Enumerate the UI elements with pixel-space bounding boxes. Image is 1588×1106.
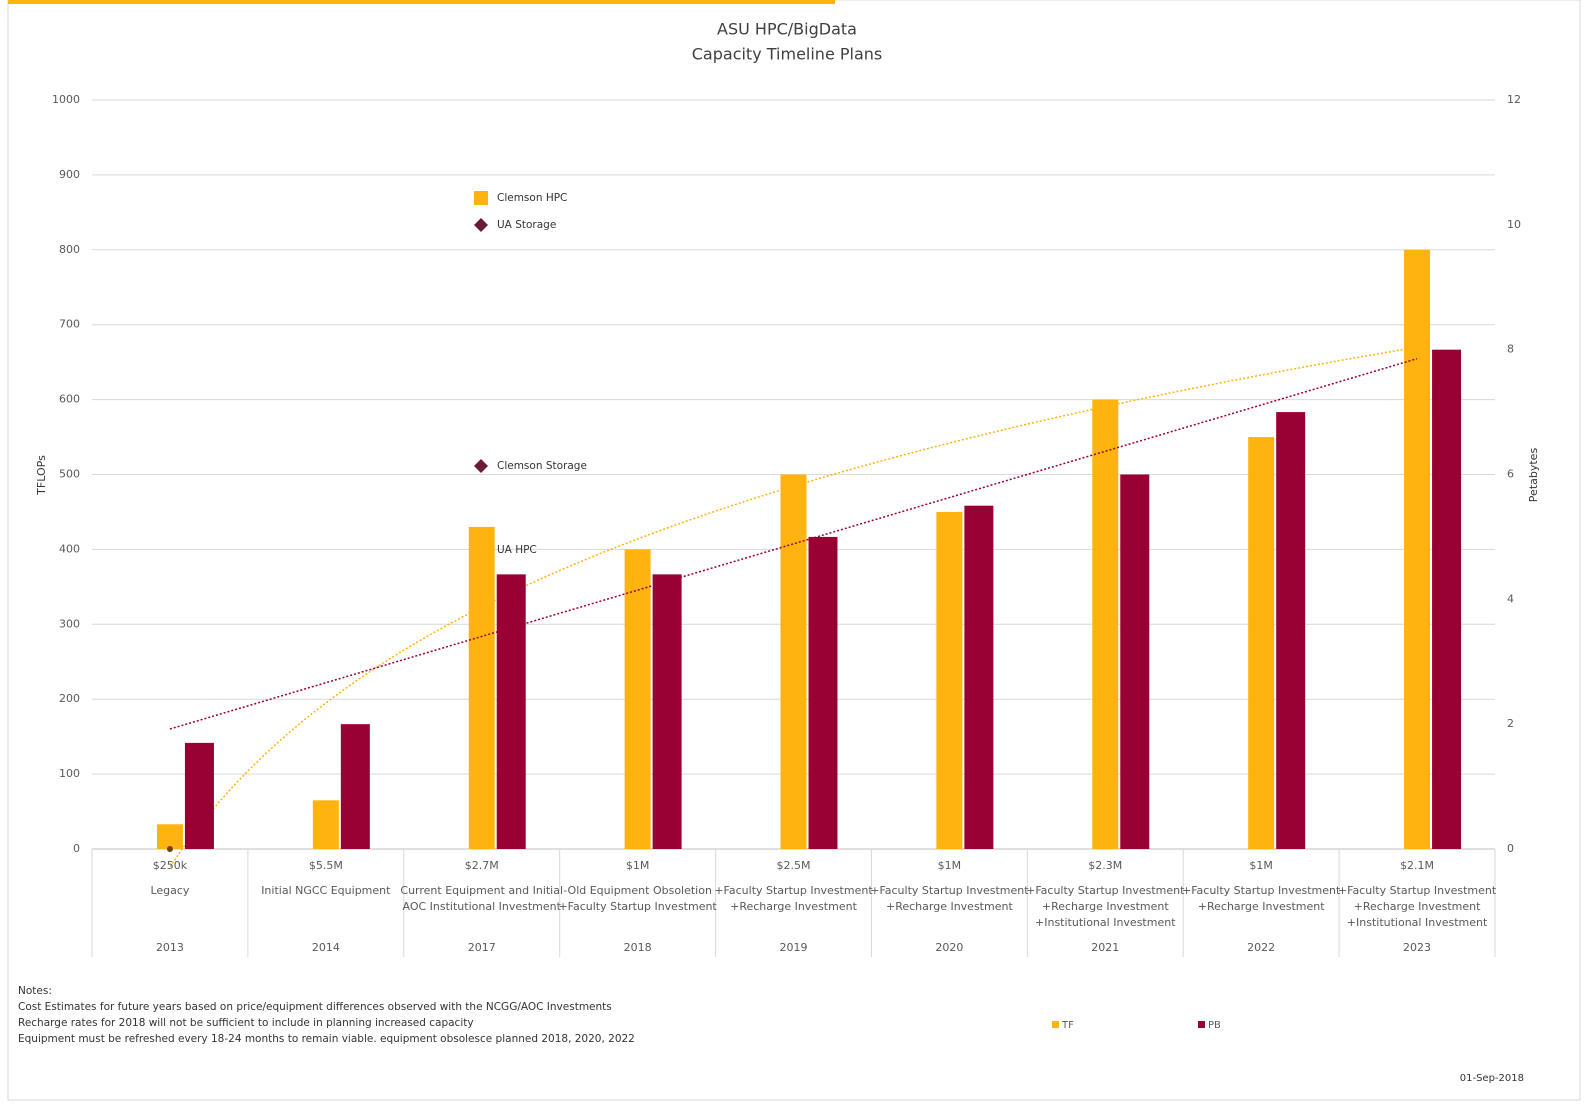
bar [468,526,495,849]
description-label: AOC Institutional Investment [403,900,562,913]
bar [1248,437,1275,849]
description-label: +Recharge Investment [1042,900,1169,913]
description-label: +Faculty Startup Investment [870,884,1029,897]
y2-tick-label: 4 [1507,592,1514,605]
bar [1432,349,1462,849]
cost-label: $2.5M [777,859,811,872]
x-tick-label: 2022 [1247,941,1275,954]
note: Notes: [18,985,52,997]
bar [496,574,526,849]
bar [652,574,682,849]
annotation-marker [474,459,488,473]
annotation: UA HPC [497,544,537,556]
description-label: +Recharge Investment [730,900,857,913]
annotation: Clemson Storage [497,460,587,472]
legend-label: TF [1061,1020,1074,1031]
description-label: +Institutional Investment [1035,916,1176,929]
bar [1276,412,1306,849]
y2-tick-label: 6 [1507,468,1514,481]
legacy-dot [166,846,173,852]
y-tick-label: 200 [59,692,80,705]
annotation: UA Storage [497,219,556,231]
bar [156,824,183,849]
y2-tick-label: 2 [1507,717,1514,730]
trendline [169,346,1418,868]
cost-label: $2.3M [1088,859,1122,872]
date: 01-Sep-2018 [1460,1073,1524,1084]
bar [340,724,370,849]
bar [780,474,807,849]
description-label: +Faculty Startup Investment [1026,884,1185,897]
description-label: +Institutional Investment [1347,916,1488,929]
y2-tick-label: 12 [1507,93,1521,106]
y-tick-label: 1000 [52,93,80,106]
description-label: +Faculty Startup Investment [558,900,717,913]
x-tick-label: 2020 [935,941,963,954]
bar [964,505,994,849]
x-tick-label: 2014 [312,941,340,954]
bar [312,800,339,849]
note: Cost Estimates for future years based on… [18,1001,612,1013]
bar [1120,474,1150,849]
description-label: +Faculty Startup Investment [1338,884,1497,897]
cost-label: $5.5M [309,859,343,872]
y-tick-label: 500 [59,468,80,481]
cost-label: $1M [938,859,962,872]
y2-axis-label: Petabytes [1527,448,1540,503]
y2-tick-label: 10 [1507,218,1521,231]
description-label: +Recharge Investment [1198,900,1325,913]
x-tick-label: 2018 [624,941,652,954]
note: Equipment must be refreshed every 18-24 … [18,1033,635,1045]
y-axis-label: TFLOPs [35,455,48,496]
description-label: Current Equipment and Initial [400,884,563,897]
y-tick-label: 0 [73,842,80,855]
y-tick-label: 100 [59,767,80,780]
legend-label: PB [1208,1020,1221,1031]
bar [184,742,214,849]
legend-swatch [1052,1021,1059,1028]
y-tick-label: 700 [59,318,80,331]
description-label: -Old Equipment Obsoletion [563,884,712,897]
x-tick-label: 2023 [1403,941,1431,954]
annotation-marker [474,191,488,205]
bar [1404,249,1431,850]
y-tick-label: 300 [59,617,80,630]
annotation-marker [474,218,488,232]
y2-tick-label: 8 [1507,343,1514,356]
description-label: +Faculty Startup Investment [1182,884,1341,897]
y2-tick-label: 0 [1507,842,1514,855]
top-accent [8,0,835,4]
legend-swatch [1198,1021,1205,1028]
bar [1092,399,1119,849]
description-label: Initial NGCC Equipment [261,884,391,897]
annotation: Clemson HPC [497,192,567,204]
x-tick-label: 2021 [1091,941,1119,954]
note: Recharge rates for 2018 will not be suff… [18,1017,474,1029]
bar [936,511,963,849]
x-tick-label: 2013 [156,941,184,954]
description-label: +Faculty Startup Investment [714,884,873,897]
trendline [169,357,1418,730]
chart-title: ASU HPC/BigData [717,20,857,39]
description-label: +Recharge Investment [1354,900,1481,913]
chart-subtitle: Capacity Timeline Plans [692,45,883,64]
y-tick-label: 800 [59,243,80,256]
cost-label: $1M [1249,859,1273,872]
cost-label: $2.1M [1400,859,1434,872]
y-tick-label: 400 [59,542,80,555]
description-label: Legacy [150,884,189,897]
y-tick-label: 900 [59,168,80,181]
x-tick-label: 2017 [468,941,496,954]
y-tick-label: 600 [59,393,80,406]
bar [808,536,838,849]
x-tick-label: 2019 [780,941,808,954]
description-label: +Recharge Investment [886,900,1013,913]
bar [624,549,651,849]
cost-label: $1M [626,859,650,872]
cost-label: $2.7M [465,859,499,872]
